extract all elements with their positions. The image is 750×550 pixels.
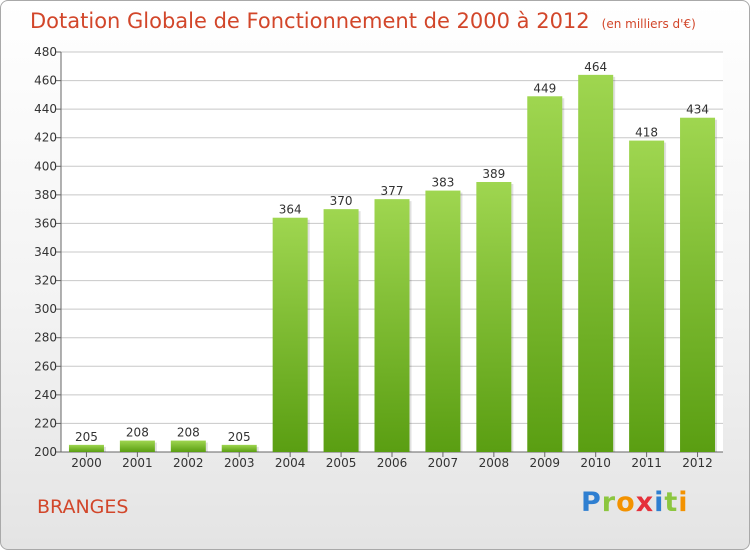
bar-value-label: 208 xyxy=(126,426,149,440)
bar-value-label: 205 xyxy=(228,430,251,444)
x-tick-label: 2010 xyxy=(580,456,611,470)
y-tick-label: 320 xyxy=(34,274,57,288)
x-tick-label: 2002 xyxy=(173,456,204,470)
proxiti-logo: Proxiti xyxy=(581,487,689,518)
bar-value-label: 383 xyxy=(431,176,454,190)
y-tick-label: 340 xyxy=(34,245,57,259)
x-tick-label: 2005 xyxy=(326,456,357,470)
y-tick-label: 420 xyxy=(34,131,57,145)
chart-title: Dotation Globale de Fonctionnement de 20… xyxy=(30,9,696,33)
bar-value-label: 449 xyxy=(533,81,556,95)
commune-name: BRANGES xyxy=(37,496,129,518)
y-tick-label: 200 xyxy=(34,445,57,459)
x-tick-label: 2000 xyxy=(71,456,102,470)
x-tick-label: 2001 xyxy=(122,456,153,470)
logo-letter: P xyxy=(581,487,602,518)
bar-value-label: 377 xyxy=(381,184,404,198)
unit-note: (en milliers d'€) xyxy=(601,17,696,31)
y-tick-label: 460 xyxy=(34,74,57,88)
bar xyxy=(527,96,563,453)
bar-value-label: 364 xyxy=(279,203,302,217)
logo-letter: r xyxy=(601,487,617,518)
logo-letter: i xyxy=(678,487,689,518)
logo-letter: x xyxy=(635,487,655,518)
y-tick-label: 280 xyxy=(34,331,57,345)
x-tick-label: 2007 xyxy=(428,456,459,470)
y-tick-label: 380 xyxy=(34,188,57,202)
x-tick-label: 2011 xyxy=(631,456,662,470)
bar xyxy=(323,209,359,452)
y-tick-label: 220 xyxy=(34,416,57,430)
y-tick-label: 240 xyxy=(34,388,57,402)
logo-letter: t xyxy=(664,487,679,518)
bar xyxy=(476,182,512,452)
bar xyxy=(374,199,410,452)
bar xyxy=(680,117,716,452)
bar-value-label: 464 xyxy=(584,60,607,74)
bar-value-label: 389 xyxy=(482,167,505,181)
x-tick-label: 2003 xyxy=(224,456,255,470)
bar-value-label: 208 xyxy=(177,426,200,440)
x-tick-label: 2006 xyxy=(377,456,408,470)
y-tick-label: 400 xyxy=(34,159,57,173)
x-tick-label: 2004 xyxy=(275,456,306,470)
bar xyxy=(119,440,155,452)
bar xyxy=(68,444,104,452)
logo-letter: o xyxy=(616,487,636,518)
x-tick-label: 2008 xyxy=(479,456,510,470)
bar xyxy=(272,217,308,452)
logo-letter: i xyxy=(654,487,665,518)
bar-value-label: 370 xyxy=(330,194,353,208)
bar xyxy=(425,190,461,453)
y-tick-label: 300 xyxy=(34,302,57,316)
x-tick-label: 2012 xyxy=(682,456,713,470)
bar xyxy=(629,140,665,453)
y-tick-label: 480 xyxy=(34,45,57,59)
y-tick-label: 260 xyxy=(34,359,57,373)
bar-value-label: 418 xyxy=(635,126,658,140)
bar xyxy=(170,440,206,452)
x-tick-label: 2009 xyxy=(529,456,560,470)
y-tick-label: 360 xyxy=(34,216,57,230)
bar-value-label: 434 xyxy=(686,103,709,117)
bar xyxy=(578,74,614,452)
title-text: Dotation Globale de Fonctionnement de 20… xyxy=(30,9,590,33)
y-tick-label: 440 xyxy=(34,102,57,116)
bar xyxy=(221,444,257,452)
bar-value-label: 205 xyxy=(75,430,98,444)
